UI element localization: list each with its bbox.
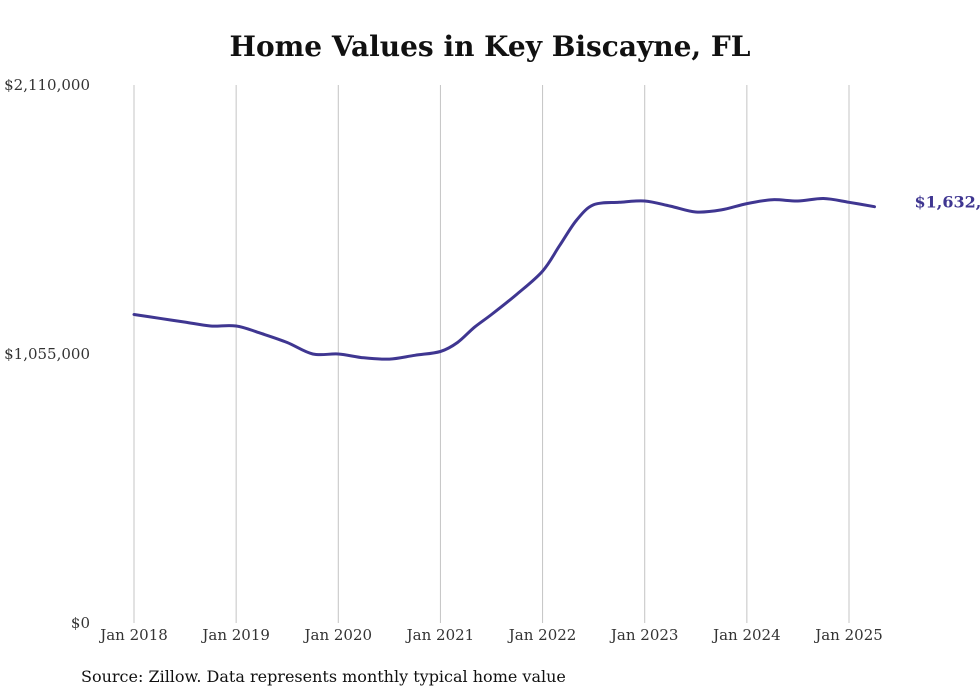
x-axis-ticks: Jan 2018 Jan 2019 Jan 2020 Jan 2021 Jan 2022… <box>98 626 883 644</box>
x-tick-label: Jan 2022 <box>507 626 577 644</box>
x-tick-label: Jan 2018 <box>98 626 168 644</box>
chart-title: Home Values in Key Biscayne, FL <box>229 30 751 63</box>
end-value-label: $1,632,742 <box>915 193 980 212</box>
x-tick-label: Jan 2023 <box>609 626 679 644</box>
series-line-layer <box>132 196 876 361</box>
y-axis-ticks: $0 $1,055,000 $2,110,000 <box>4 76 90 632</box>
x-tick-label: Jan 2024 <box>711 626 781 644</box>
y-tick-label: $2,110,000 <box>4 76 90 94</box>
x-tick-label: Jan 2021 <box>405 626 475 644</box>
series-line <box>132 196 876 361</box>
x-tick-label: Jan 2025 <box>813 626 883 644</box>
y-tick-label: $0 <box>71 614 90 632</box>
end-label-layer: $1,632,742 <box>915 193 980 212</box>
source-note: Source: Zillow. Data represents monthly … <box>81 667 566 686</box>
grid-lines <box>133 85 850 623</box>
x-tick-label: Jan 2019 <box>200 626 270 644</box>
x-tick-label: Jan 2020 <box>303 626 373 644</box>
y-tick-label: $1,055,000 <box>4 345 90 363</box>
